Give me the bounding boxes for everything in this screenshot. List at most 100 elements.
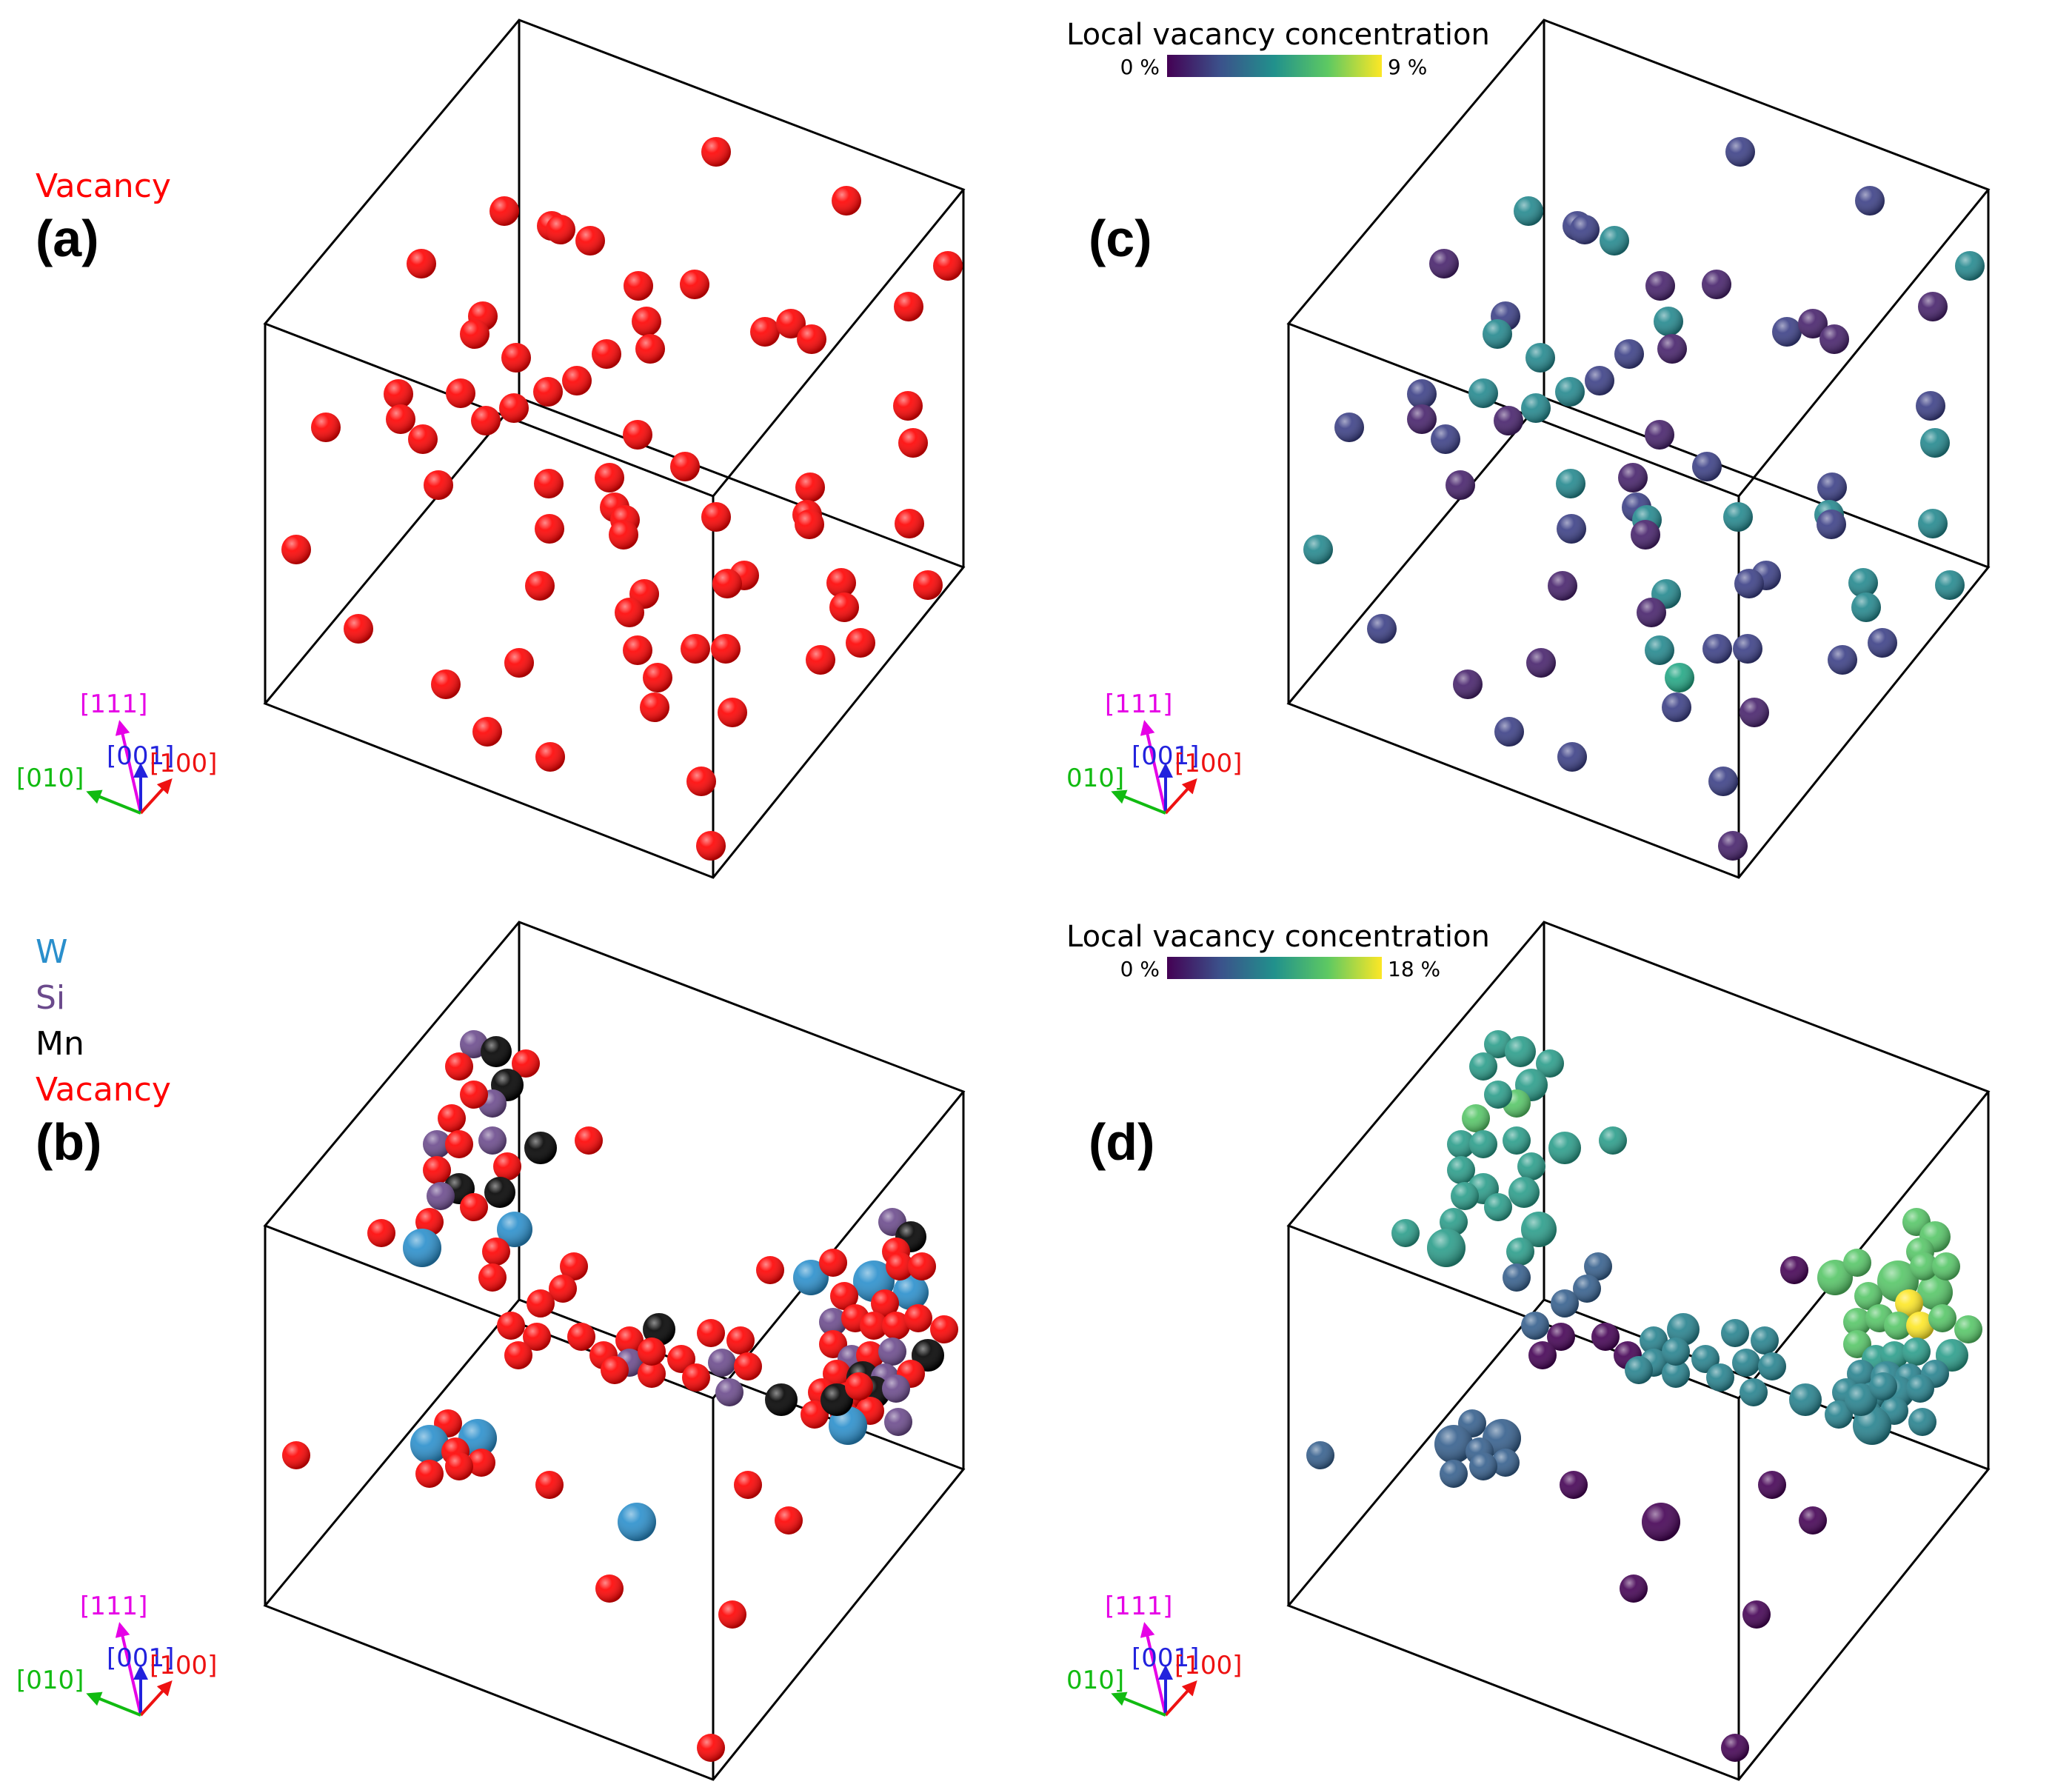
colored-atom-shading xyxy=(1817,1260,1853,1295)
colored-atom-shading xyxy=(1584,1252,1612,1280)
colorbar-max-label: 18 % xyxy=(1388,957,1440,981)
colored-vacancy-atom-shading xyxy=(1468,378,1498,408)
vacancy-atom-shading xyxy=(344,614,373,644)
colored-atom-shading xyxy=(1721,1734,1749,1762)
crystal-axes-triad: [111] [001] [100] 010] xyxy=(1066,1592,1242,1717)
colored-vacancy-atom-shading xyxy=(1453,669,1483,699)
colored-vacancy-atom-shading xyxy=(1665,663,1694,692)
vacancy-atom-shading xyxy=(696,831,726,861)
vacancy-atom-shading xyxy=(445,1130,473,1158)
w-atom-shading xyxy=(403,1229,441,1267)
colored-vacancy-atom-shading xyxy=(1514,196,1543,226)
colored-atom-shading xyxy=(1508,1177,1540,1208)
colored-atom-shading xyxy=(1599,1126,1627,1155)
colored-atom-shading xyxy=(1854,1282,1882,1310)
vacancy-atom-shading xyxy=(478,1263,507,1292)
vacancy-atom-shading xyxy=(893,391,923,421)
colored-atom-shading xyxy=(1591,1323,1620,1351)
axis-label-010: 010] xyxy=(1066,764,1124,793)
vacancy-atom-shading xyxy=(408,424,438,454)
vacancy-atom-shading xyxy=(281,535,311,564)
colored-vacancy-atom-shading xyxy=(1851,592,1881,622)
vacancy-atom-shading xyxy=(595,463,624,492)
vacancy-atom-shading xyxy=(726,1326,755,1355)
vacancy-atom-shading xyxy=(686,767,716,796)
colored-atom-shading xyxy=(1503,1126,1531,1155)
vacancy-atom-shading xyxy=(638,1360,666,1388)
vacancy-atom-shading xyxy=(499,393,529,423)
vacancy-atom-shading xyxy=(871,1289,899,1318)
vacancy-atom-shading xyxy=(680,270,709,299)
panel-c: Local vacancy concentration 0 % 9 % (c) … xyxy=(1066,18,1991,879)
colored-vacancy-atom-shading xyxy=(1631,520,1660,550)
colorbar-title: Local vacancy concentration xyxy=(1066,920,1490,954)
colored-atom-shading xyxy=(1706,1363,1734,1392)
si-atom-shading xyxy=(708,1349,736,1377)
colored-vacancy-atom-shading xyxy=(1918,509,1948,538)
colored-atom-shading xyxy=(1742,1600,1771,1629)
w-atom-shading xyxy=(793,1260,829,1295)
colored-atom-shading xyxy=(1560,1471,1588,1499)
legend-mn: Mn xyxy=(36,1025,84,1063)
vacancy-atom-shading xyxy=(575,1126,603,1155)
vacancy-atom-shading xyxy=(830,1282,858,1310)
vacancy-atom-shading xyxy=(501,343,531,373)
colored-vacancy-atom-shading xyxy=(1819,324,1849,354)
vacancy-atom-shading xyxy=(535,514,564,544)
vacancy-atom-shading xyxy=(701,137,731,167)
colored-vacancy-atom-shading xyxy=(1557,514,1586,544)
vacancy-atom-shading xyxy=(623,420,652,450)
vacancy-atom-shading xyxy=(504,648,534,678)
colored-vacancy-atom-shading xyxy=(1556,469,1585,498)
si-atom-shading xyxy=(427,1182,455,1210)
colored-atom-shading xyxy=(1521,1312,1549,1340)
vacancy-atom-shading xyxy=(718,698,747,727)
colored-vacancy-atom-shading xyxy=(1708,767,1738,796)
colored-vacancy-atom-shading xyxy=(1494,717,1524,747)
colored-vacancy-atom-shading xyxy=(1916,391,1945,421)
vacancy-atom-shading xyxy=(635,334,665,364)
vacancy-atom-shading xyxy=(601,1356,629,1384)
colored-vacancy-atom-shading xyxy=(1935,570,1965,600)
colorbar-gradient xyxy=(1167,55,1382,77)
vacancy-atom-shading xyxy=(533,377,563,407)
colored-vacancy-atom-shading xyxy=(1662,692,1691,722)
legend-vacancy: Vacancy xyxy=(36,1071,171,1109)
si-atom-shading xyxy=(423,1130,451,1158)
colored-atom-shading xyxy=(1536,1049,1564,1078)
vacancy-atom-shading xyxy=(445,1052,473,1081)
colored-atom-shading xyxy=(1825,1400,1853,1429)
vacancy-atom-shading xyxy=(697,1319,725,1347)
crystal-axes-triad: [111] [001] [100] [010] xyxy=(16,1592,217,1717)
colored-atom-shading xyxy=(1740,1378,1768,1406)
vacancy-atom-shading xyxy=(489,196,519,226)
vacancy-atom-shading xyxy=(832,186,861,216)
panel-d: Local vacancy concentration 0 % 18 % (d)… xyxy=(1066,920,1991,1781)
w-atom-shading xyxy=(829,1406,867,1445)
crystal-axes-triad: [111] [001] [100] [010] xyxy=(16,689,217,815)
colored-vacancy-atom-shading xyxy=(1407,379,1437,409)
colored-vacancy-atom-shading xyxy=(1557,742,1587,772)
vacancy-atom-shading xyxy=(467,1449,495,1477)
vacancy-atom-shading xyxy=(615,1326,644,1355)
colored-vacancy-atom-shading xyxy=(1817,472,1847,502)
vacancy-atom-shading xyxy=(829,592,859,622)
vacancy-atom-shading xyxy=(460,1193,488,1221)
colored-atom-shading xyxy=(1843,1249,1871,1277)
axis-label-111: [111] xyxy=(80,1592,147,1621)
colored-atom-shading xyxy=(1908,1408,1936,1436)
axis-label-100: [100] xyxy=(1174,1651,1242,1680)
colored-vacancy-atom-shading xyxy=(1657,334,1687,364)
colored-vacancy-atom-shading xyxy=(1585,366,1614,395)
colored-atom-shading xyxy=(1758,1352,1786,1380)
axis-label-010: 010] xyxy=(1066,1666,1124,1695)
colored-vacancy-atom-shading xyxy=(1526,648,1556,678)
colored-atom-shading xyxy=(1780,1256,1808,1284)
colored-atom-shading xyxy=(1447,1130,1475,1158)
colored-atom-shading xyxy=(1667,1313,1700,1346)
w-atom-shading xyxy=(410,1425,449,1463)
vacancy-atom-shading xyxy=(913,570,943,600)
vacancy-atom-shading xyxy=(681,634,710,664)
w-atom-shading xyxy=(618,1503,656,1541)
